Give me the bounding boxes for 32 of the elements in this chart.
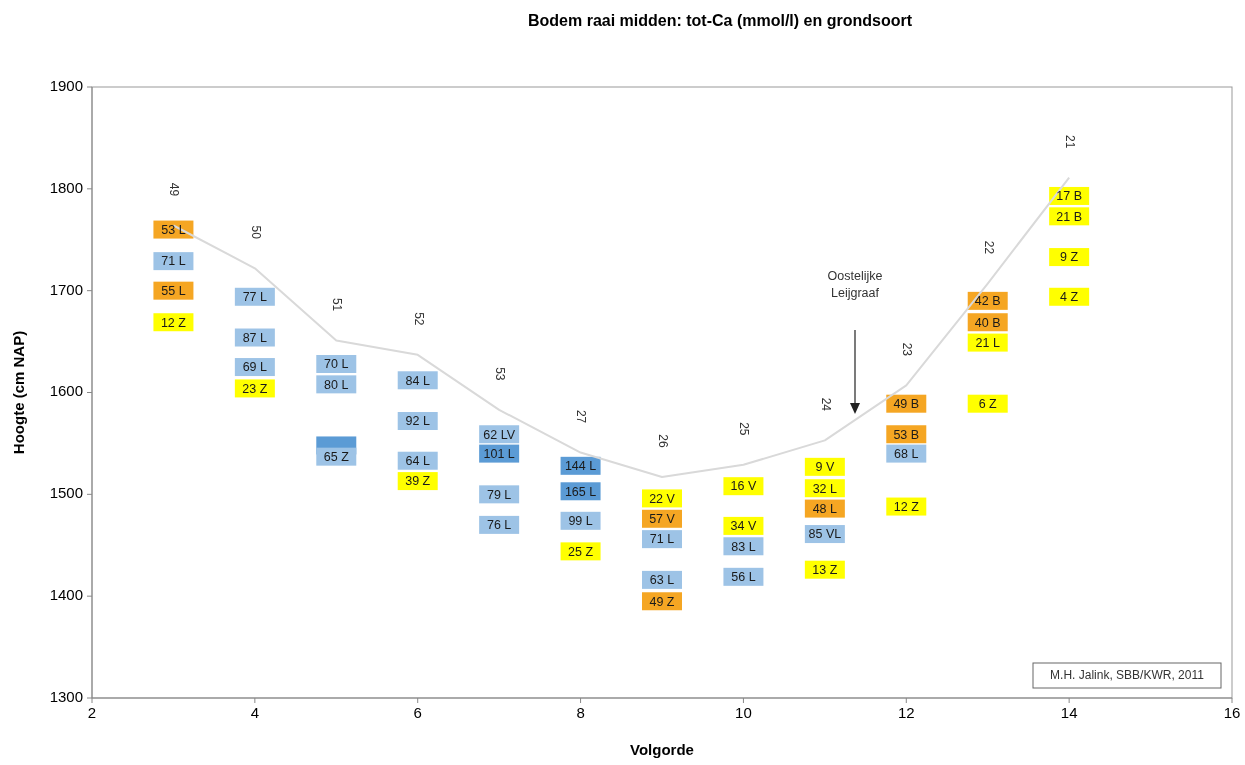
annotation: 23 <box>900 342 915 357</box>
annotation: M.H. Jalink, SBB/KWR, 2011 <box>1050 668 1205 683</box>
y-tick-label: 1400 <box>49 586 83 604</box>
annotation: Oostelijke Leijgraaf <box>827 269 883 300</box>
x-tick-label: 8 <box>576 704 585 721</box>
x-tick-label: 12 <box>897 704 915 721</box>
chart-title: Bodem raai midden: tot-Ca (mmol/l) en grondsoort <box>527 12 913 29</box>
y-tick-label: 1600 <box>49 382 83 400</box>
annotation: 24 <box>818 397 833 412</box>
y-tick-label: 1300 <box>49 687 83 705</box>
y-tick-label: 1700 <box>49 280 83 298</box>
annotation: 52 <box>411 312 426 326</box>
annotation: 22 <box>981 240 996 255</box>
annotation: 21 <box>1062 134 1077 149</box>
y-axis-title: Hoogte (cm NAP) <box>10 330 27 455</box>
x-axis-title: Volgorde <box>630 741 694 758</box>
annotation: 51 <box>330 297 345 312</box>
x-tick-label: 2 <box>87 704 97 721</box>
x-tick-label: 6 <box>413 704 422 721</box>
annotation: 50 <box>248 225 263 240</box>
y-tick-label: 1800 <box>49 178 83 196</box>
x-tick-label: 16 <box>1223 704 1241 721</box>
annotation: 26 <box>655 434 670 449</box>
annotation: 49 <box>167 182 182 197</box>
x-tick-label: 14 <box>1060 704 1078 721</box>
x-tick-label: 10 <box>735 704 752 721</box>
annotation: 27 <box>574 409 589 424</box>
y-tick-label: 1900 <box>49 76 83 94</box>
annotation: 53 <box>492 367 507 381</box>
annotation: 25 <box>737 422 752 436</box>
y-tick-label: 1500 <box>49 484 83 502</box>
x-tick-label: 4 <box>250 704 260 721</box>
